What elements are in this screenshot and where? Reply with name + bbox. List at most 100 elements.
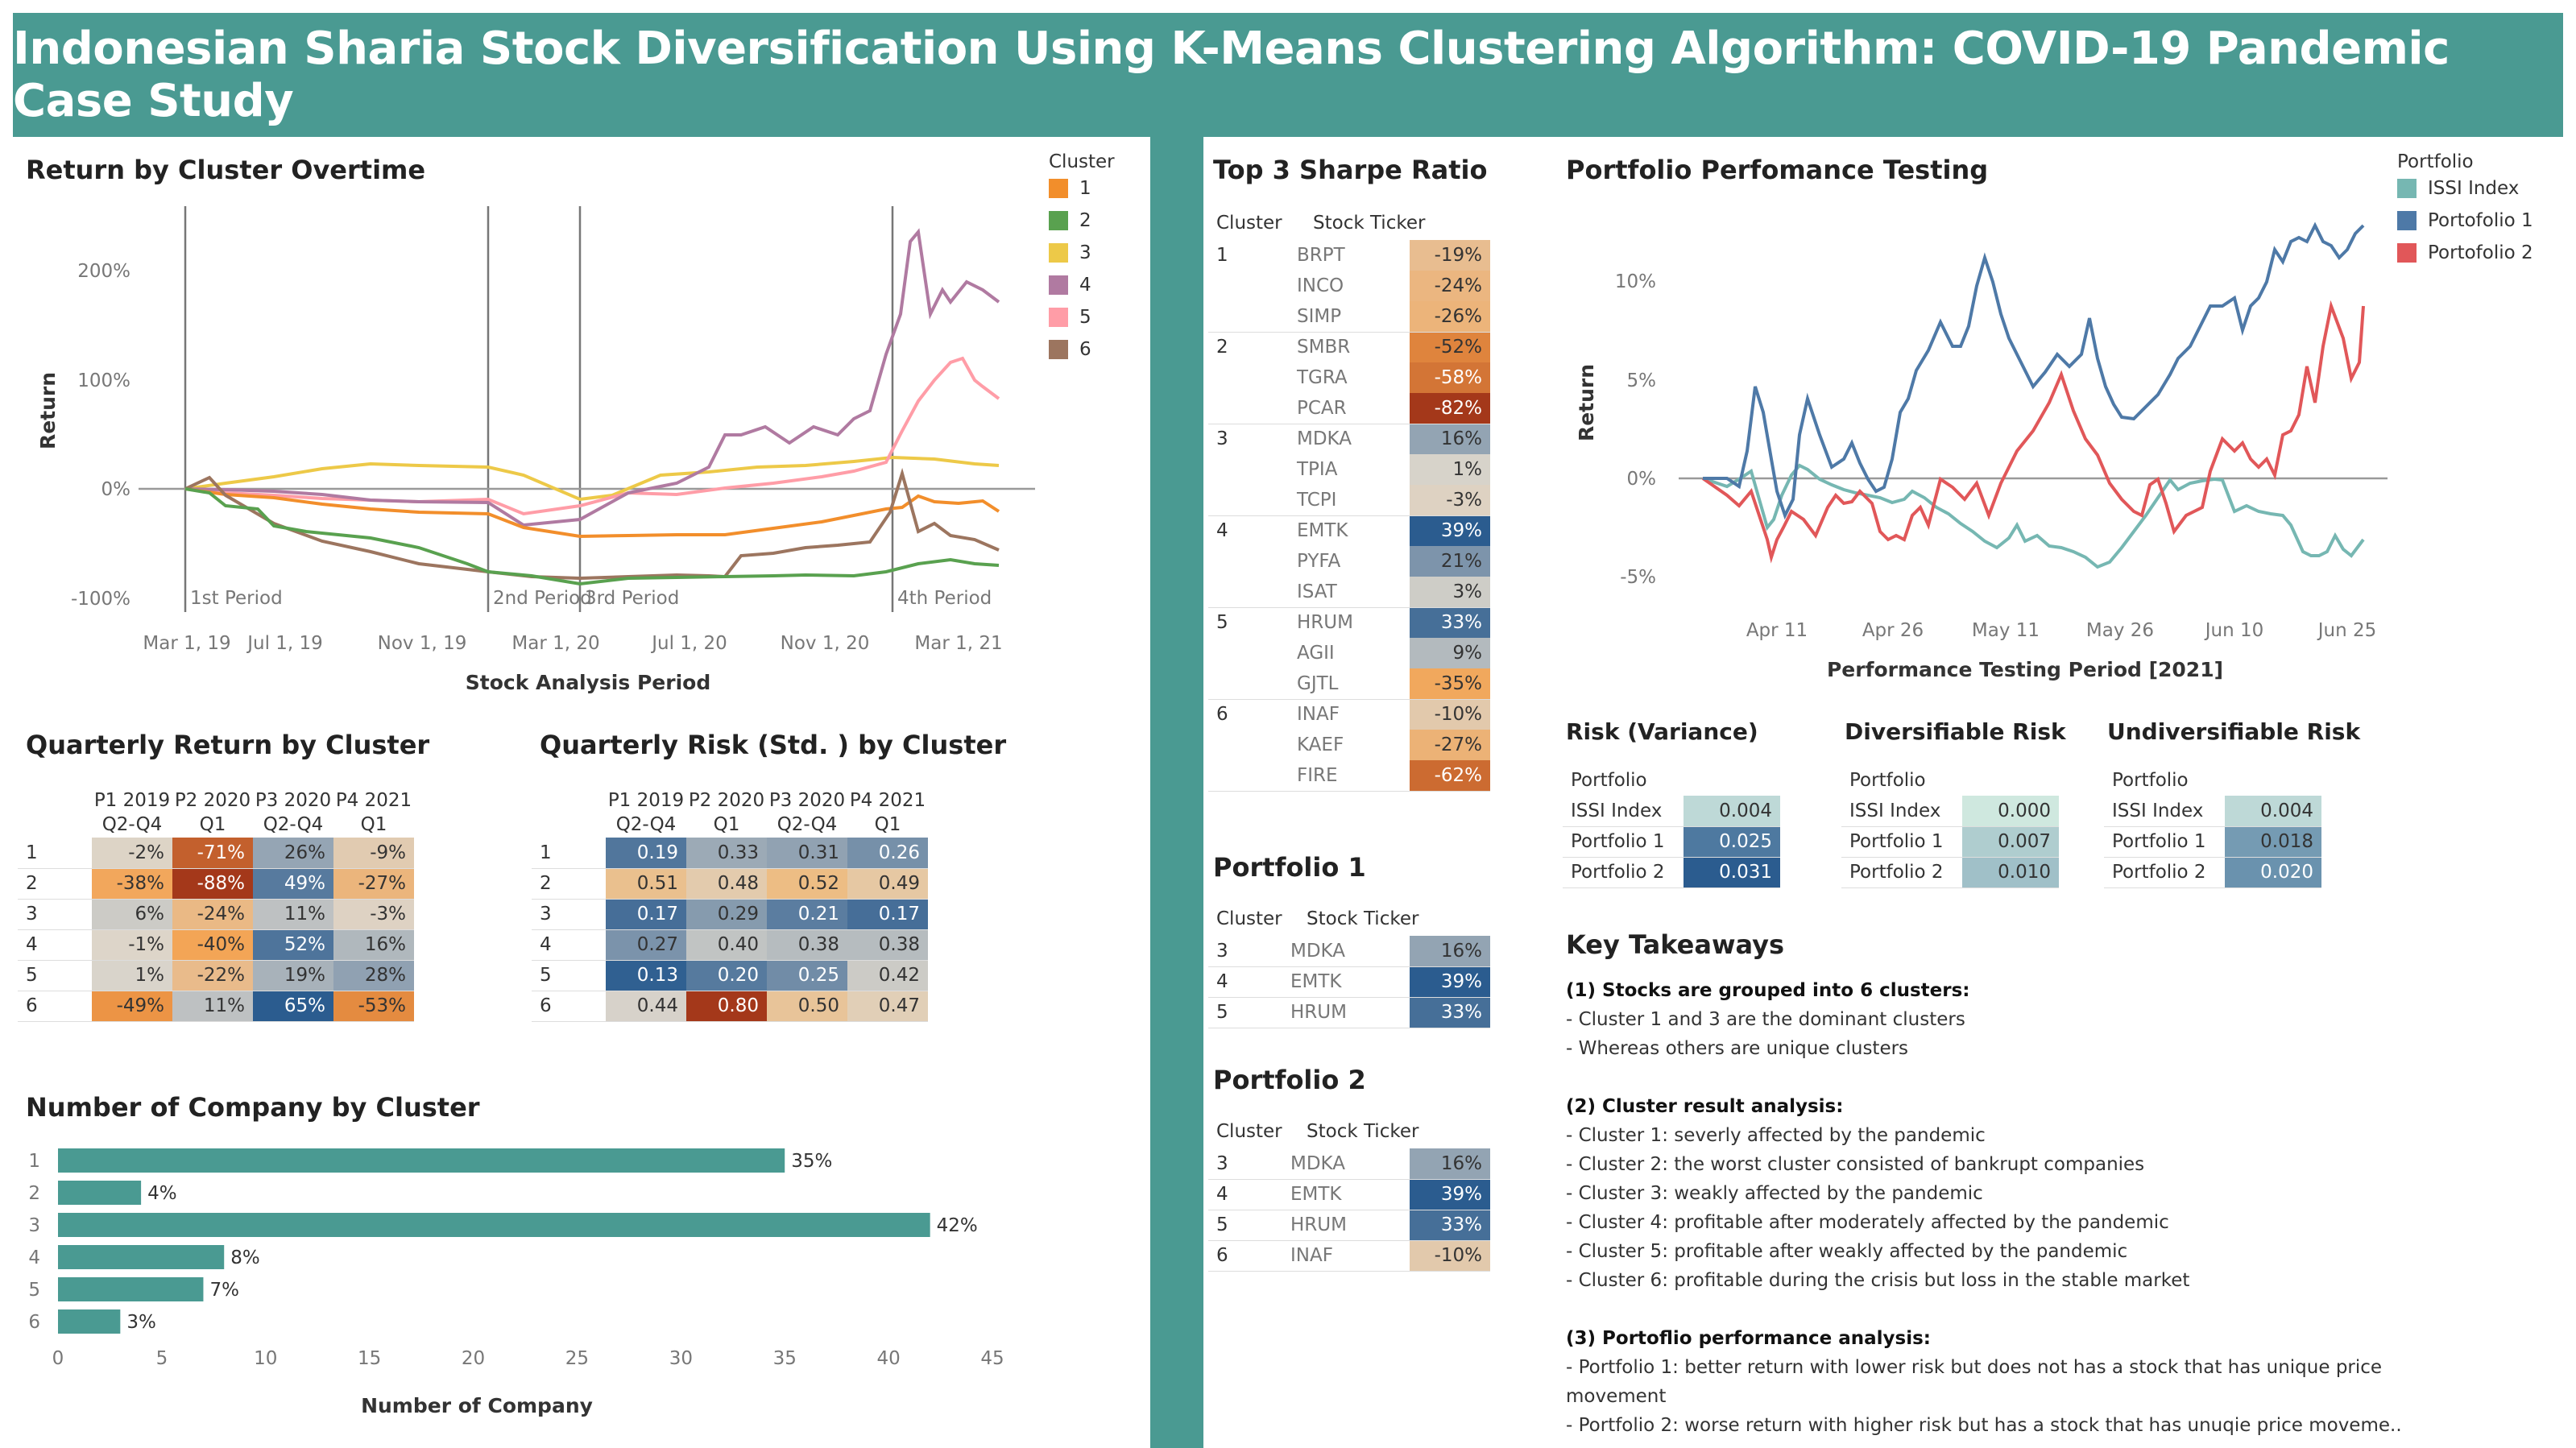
legend-swatch	[2397, 179, 2417, 198]
table-row: 5 1% -22% 19% 28%	[18, 960, 414, 991]
stock-ticker: HRUM	[1282, 1210, 1410, 1241]
sharpe-title: Top 3 Sharpe Ratio	[1213, 155, 1488, 185]
legend-item-3[interactable]: 3	[1049, 237, 1115, 269]
portfolio-label: ISSI Index	[1841, 796, 1962, 827]
weight-cell: 33%	[1410, 1210, 1490, 1241]
sharpe-cell: -82%	[1410, 393, 1490, 424]
cluster-label: 6	[18, 991, 92, 1022]
legend-item-6[interactable]: 6	[1049, 333, 1115, 366]
x-tick: Apr 11	[1746, 620, 1808, 641]
bar-data-label: 35%	[791, 1151, 832, 1172]
table-row: 3 6% -24% 11% -3%	[18, 899, 414, 930]
legend-item-portofolio-1[interactable]: Portofolio 1	[2397, 205, 2533, 237]
sharpe-col-ticker: Stock Ticker	[1313, 213, 1426, 234]
heat-cell: 49%	[253, 868, 333, 900]
cluster-label: 6	[532, 991, 606, 1022]
takeaway-line: - Portfolio 1: better return with lower …	[1566, 1357, 2383, 1378]
heat-cell: 11%	[253, 899, 333, 930]
y-tick: 10%	[1615, 271, 1656, 292]
return-chart-title: Return by Cluster Overtime	[26, 155, 426, 185]
legend-item-portofolio-2[interactable]: Portofolio 2	[2397, 237, 2533, 269]
table-row: 6 INAF -10%	[1208, 699, 1490, 730]
cluster-label: 1	[1216, 245, 1228, 266]
table-row: 4 -1% -40% 52% 16%	[18, 929, 414, 961]
x-axis-label: Stock Analysis Period	[466, 671, 710, 694]
legend-label: 5	[1079, 307, 1091, 328]
legend-item-1[interactable]: 1	[1049, 172, 1115, 205]
perf-chart-legend: Portfolio ISSI Index Portofolio 1 Portof…	[2397, 151, 2533, 269]
dashboard-header: Indonesian Sharia Stock Diversification …	[13, 13, 2563, 137]
stock-ticker: SMBR	[1297, 337, 1351, 358]
sharpe-cell: -27%	[1410, 730, 1490, 760]
sharpe-cell: -35%	[1410, 668, 1490, 699]
cluster-label: 5	[1208, 997, 1282, 1028]
category-label: 1	[28, 1151, 40, 1172]
heat-cell: 0.44	[606, 991, 686, 1022]
heat-cell: 0.20	[686, 960, 767, 991]
heat-cell: 0.27	[606, 929, 686, 961]
cluster-label: 5	[18, 960, 92, 991]
portfolio-label: Portfolio 2	[2104, 857, 2225, 888]
stock-ticker: TPIA	[1297, 459, 1338, 480]
heat-cell: 0.42	[847, 960, 928, 991]
company-bar-chart: 1 35% 2 4% 3 42% 4 8% 5 7% 6 3% 0 5 10 15 20 25 30 35 40 45 Nu…	[28, 1148, 1004, 1417]
portfolio-label: ISSI Index	[2104, 796, 2225, 827]
series-portofolio-2	[1701, 300, 2365, 564]
y-tick: 0%	[101, 479, 131, 500]
company-bar[interactable]	[58, 1213, 930, 1237]
heat-cell: 0.33	[686, 838, 767, 869]
x-tick: Jul 1, 19	[246, 633, 323, 654]
company-bar[interactable]	[58, 1309, 121, 1334]
cluster-label: 4	[18, 929, 92, 961]
table-row: 4 EMTK 39%	[1208, 966, 1490, 998]
cluster-label: 6	[1216, 704, 1228, 726]
weight-cell: 39%	[1410, 1179, 1490, 1210]
legend-item-4[interactable]: 4	[1049, 269, 1115, 301]
company-bar[interactable]	[58, 1148, 785, 1173]
table-row: TPIA 1%	[1208, 454, 1490, 485]
series-cluster-4	[184, 228, 1000, 527]
cluster-label	[1208, 271, 1289, 301]
heat-cell: 0.21	[767, 899, 847, 930]
takeaways-text: (1) Stocks are grouped into 6 clusters: -…	[1566, 976, 2500, 1440]
sharpe-table: 1 BRPT -19% INCO -24% SIMP -26% 2 SMBR -52% TGRA -5…	[1208, 240, 1490, 792]
cluster-label: 1	[18, 838, 92, 869]
heat-cell: 0.52	[767, 868, 847, 900]
heat-cell: 6%	[92, 899, 172, 930]
x-tick: 40	[876, 1348, 900, 1369]
table-row: 1 0.19 0.33 0.31 0.26	[532, 838, 928, 869]
stock-ticker: TCPI	[1297, 489, 1337, 511]
cluster-label	[1208, 668, 1289, 699]
heat-cell: 0.49	[847, 868, 928, 900]
cluster-label	[1208, 362, 1289, 393]
table-row: TCPI -3%	[1208, 485, 1490, 515]
heat-cell: 0.47	[847, 991, 928, 1022]
company-bar[interactable]	[58, 1181, 142, 1205]
x-tick: Jul 1, 20	[650, 633, 727, 654]
heat-cell: 0.38	[767, 929, 847, 961]
x-tick: Nov 1, 20	[781, 633, 870, 654]
legend-label: 3	[1079, 242, 1091, 263]
p1-col-ticker: Stock Ticker	[1307, 908, 1419, 929]
x-tick: 45	[980, 1348, 1004, 1369]
x-tick: May 26	[2086, 620, 2154, 641]
heat-cell: 0.17	[606, 899, 686, 930]
company-bar[interactable]	[58, 1277, 204, 1301]
legend-item-2[interactable]: 2	[1049, 205, 1115, 237]
legend-item-5[interactable]: 5	[1049, 301, 1115, 333]
risk-cell: 0.004	[2225, 796, 2321, 827]
takeaway-line: - Cluster 6: profitable during the crisi…	[1566, 1270, 2190, 1291]
quarterly-return-table: P1 2019 Q2-Q4 P2 2020 Q1 P3 2020 Q2-Q4 P4 2021…	[18, 788, 414, 1022]
legend-label: 2	[1079, 210, 1091, 231]
weight-cell: 33%	[1410, 997, 1490, 1028]
risk-variance-title: Risk (Variance)	[1566, 718, 1758, 745]
sharpe-cell: 21%	[1410, 546, 1490, 577]
heat-cell: 52%	[253, 929, 333, 961]
undiversifiable-risk-title: Undiversifiable Risk	[2107, 718, 2361, 745]
cluster-label: 5	[1208, 1210, 1282, 1241]
table-row: ISSI Index 0.004	[1563, 796, 1780, 827]
y-axis-label: Return	[1575, 364, 1598, 441]
table-row: KAEF -27%	[1208, 730, 1490, 760]
company-bar[interactable]	[58, 1245, 225, 1269]
legend-item-issi[interactable]: ISSI Index	[2397, 172, 2533, 205]
